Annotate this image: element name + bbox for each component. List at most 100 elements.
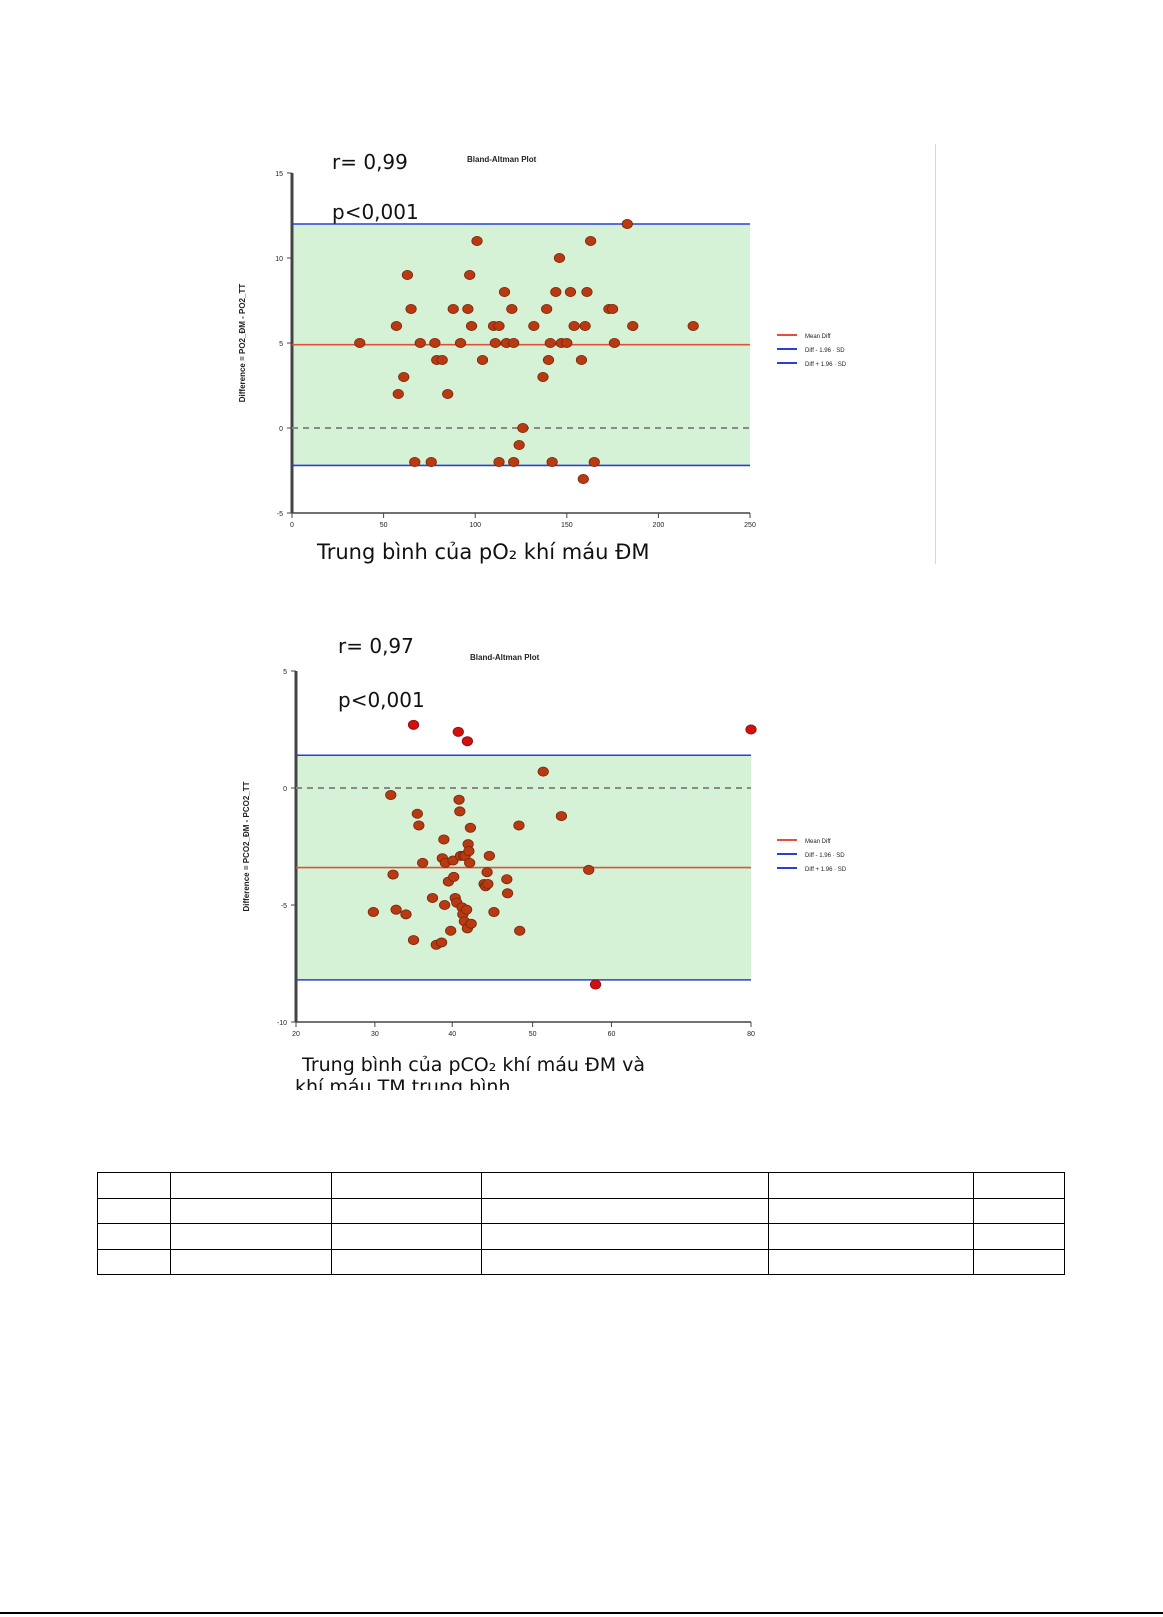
- correlation-r-po2: r= 0,99: [332, 150, 408, 174]
- data-point: [447, 303, 459, 314]
- data-point: [627, 320, 639, 331]
- data-point: [398, 371, 410, 382]
- data-point: [542, 354, 555, 365]
- column-divider: [935, 144, 936, 564]
- data-point: [464, 269, 476, 280]
- xaxis-caption-po2: Trung bình của pO₂ khí máu ĐM: [317, 540, 650, 564]
- xaxis-caption-pco2-cut: khí máu TM trung bình: [295, 1076, 511, 1090]
- data-point: [508, 337, 520, 348]
- y-tick-label: 10: [275, 256, 283, 263]
- chart-title: Bland-Altman Plot: [467, 155, 537, 164]
- p-value-po2: p<0,001: [332, 200, 419, 224]
- data-point: [354, 337, 366, 348]
- data-point: [447, 855, 459, 866]
- data-point: [435, 937, 448, 948]
- data-point: [482, 878, 494, 889]
- legend-label: Diff + 1.96 · SD: [805, 362, 847, 368]
- data-point: [405, 303, 417, 314]
- data-point: [454, 337, 467, 348]
- data-point: [544, 337, 556, 348]
- y-tick-label: 0: [279, 426, 283, 433]
- data-point: [513, 820, 525, 831]
- data-point: [585, 235, 597, 246]
- table-cell: [97, 1223, 171, 1250]
- data-point: [448, 871, 460, 882]
- data-point: [508, 456, 520, 467]
- data-point: [568, 320, 580, 331]
- data-point: [687, 320, 699, 331]
- legend-label: Mean Diff: [805, 839, 831, 845]
- xaxis-caption-pco2: Trung bình của pCO₂ khí máu ĐM và: [302, 1054, 646, 1076]
- data-point: [581, 286, 593, 297]
- table-cell: [973, 1223, 1065, 1250]
- table-cell: [170, 1172, 332, 1199]
- y-axis-label: Difference = PO2_ĐM - PO2_TT: [238, 284, 247, 403]
- table-cell: [170, 1223, 332, 1250]
- x-tick-label: 250: [744, 522, 756, 529]
- table-cell: [768, 1248, 974, 1275]
- data-point: [483, 850, 495, 861]
- legend-label: Diff - 1.96 · SD: [805, 348, 845, 354]
- data-point: [464, 857, 476, 868]
- y-tick-label: -10: [277, 1020, 287, 1027]
- y-tick-label: -5: [277, 511, 283, 518]
- data-point: [550, 286, 562, 297]
- table-cell: [331, 1223, 482, 1250]
- table-row: [97, 1223, 1065, 1250]
- p-value-pco2: p<0,001: [338, 688, 425, 712]
- data-point: [489, 337, 501, 348]
- data-point: [517, 422, 529, 433]
- data-point: [407, 935, 420, 946]
- y-tick-label: 5: [283, 669, 287, 676]
- table-cell: [170, 1248, 332, 1275]
- x-tick-label: 60: [608, 1031, 616, 1038]
- legend-label: Diff - 1.96 · SD: [805, 853, 845, 859]
- data-point: [564, 286, 577, 297]
- x-tick-label: 50: [529, 1031, 537, 1038]
- data-point: [426, 892, 439, 903]
- outlier-point: [407, 719, 420, 730]
- x-tick-label: 0: [290, 522, 294, 529]
- table-row: [97, 1248, 1065, 1275]
- data-point: [541, 303, 553, 314]
- y-tick-label: 0: [283, 786, 287, 793]
- data-point: [442, 388, 454, 399]
- table-cell: [331, 1172, 482, 1199]
- data-point: [555, 811, 568, 822]
- data-point: [438, 834, 450, 845]
- data-point: [400, 909, 412, 920]
- x-tick-label: 100: [469, 522, 481, 529]
- correlation-r-pco2: r= 0,97: [338, 634, 414, 658]
- data-point: [445, 925, 457, 936]
- data-point: [414, 337, 426, 348]
- data-point: [588, 456, 600, 467]
- data-point: [465, 320, 478, 331]
- data-point: [493, 456, 505, 467]
- y-tick-label: 5: [279, 341, 283, 348]
- legend-label: Mean Diff: [805, 334, 831, 340]
- x-tick-label: 30: [371, 1031, 379, 1038]
- data-point: [501, 874, 513, 885]
- data-point: [513, 439, 525, 450]
- data-point: [606, 303, 619, 314]
- data-point: [506, 303, 518, 314]
- table-cell: [481, 1223, 769, 1250]
- data-point: [462, 303, 474, 314]
- x-tick-label: 80: [747, 1031, 755, 1038]
- table-row: [97, 1172, 1065, 1199]
- data-point: [453, 794, 465, 805]
- page-bottom-rule: [0, 1612, 1163, 1614]
- legend-label: Diff + 1.96 · SD: [805, 867, 847, 873]
- data-point: [390, 904, 402, 915]
- data-point: [387, 869, 399, 880]
- x-tick-label: 50: [380, 522, 388, 529]
- table-cell: [481, 1197, 769, 1224]
- data-point: [385, 790, 397, 801]
- data-point: [546, 456, 558, 467]
- outlier-point: [461, 736, 473, 747]
- data-point: [498, 286, 511, 297]
- table-cell: [768, 1223, 974, 1250]
- data-point: [583, 864, 595, 875]
- data-point: [461, 904, 473, 915]
